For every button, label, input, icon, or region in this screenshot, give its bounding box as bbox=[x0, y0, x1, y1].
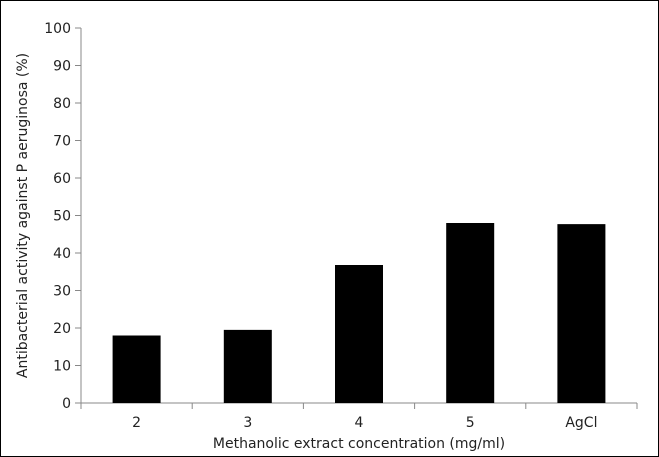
y-tick-label: 70 bbox=[53, 134, 71, 150]
y-tick-label: 60 bbox=[53, 171, 71, 187]
y-tick-label: 80 bbox=[53, 96, 71, 112]
y-axis-title: Antibacterial activity against P aerugin… bbox=[15, 53, 31, 378]
x-tick-label: 5 bbox=[466, 415, 475, 431]
x-tick-label: 4 bbox=[355, 415, 364, 431]
x-tick-label: 3 bbox=[243, 415, 252, 431]
x-axis-title: Methanolic extract concentration (mg/ml) bbox=[213, 436, 505, 452]
y-axis: 0 10 20 30 40 50 60 70 80 90 100 bbox=[44, 21, 82, 412]
x-axis: 2 3 4 5 AgCl bbox=[80, 402, 638, 431]
y-tick-label: 10 bbox=[53, 359, 71, 375]
bar-5 bbox=[446, 223, 495, 403]
y-tick-label: 90 bbox=[53, 59, 71, 75]
bar-4 bbox=[335, 265, 383, 403]
y-tick-label: 20 bbox=[53, 321, 71, 337]
bars bbox=[112, 223, 606, 403]
x-tick-label: 2 bbox=[132, 415, 141, 431]
y-tick-label: 100 bbox=[44, 21, 71, 37]
bar-agcl bbox=[557, 224, 606, 403]
y-tick-label: 30 bbox=[53, 284, 71, 300]
y-tick-label: 0 bbox=[62, 396, 71, 412]
y-tick-label: 50 bbox=[53, 209, 71, 225]
x-tick-label: AgCl bbox=[565, 415, 597, 431]
y-tick-label: 40 bbox=[53, 246, 71, 262]
bar-2 bbox=[112, 335, 161, 403]
bar-3 bbox=[223, 329, 272, 403]
